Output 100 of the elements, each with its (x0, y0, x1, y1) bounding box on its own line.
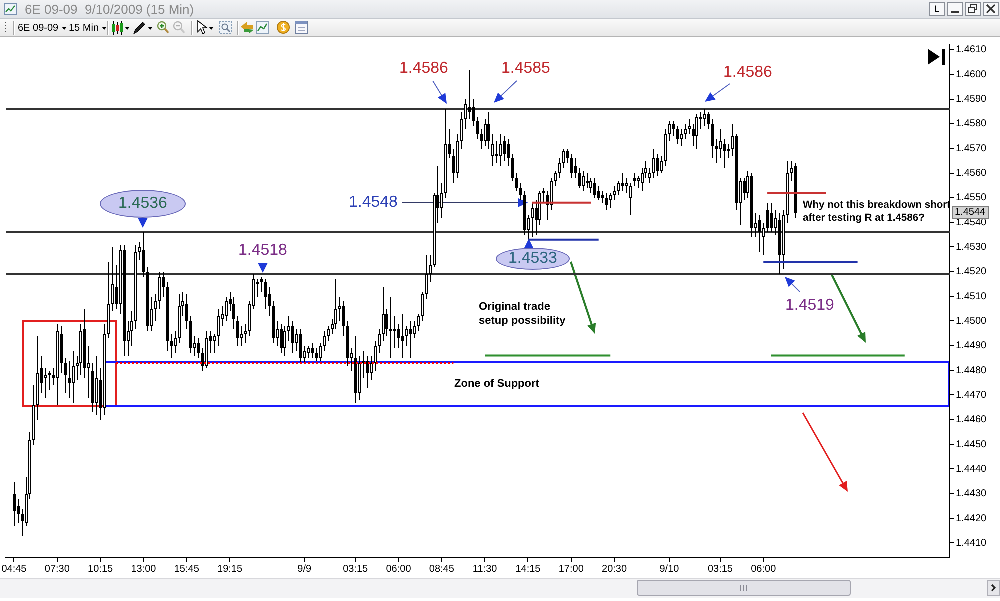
candlestick (511, 154, 514, 182)
candlestick (225, 296, 228, 322)
candlestick (762, 222, 765, 256)
candlestick (205, 330, 208, 368)
candlestick (107, 262, 110, 338)
candlestick (782, 210, 785, 270)
candlestick (593, 178, 596, 198)
candlestick (680, 128, 683, 146)
x-tick-label: 06:00 (386, 564, 412, 575)
annotation: 1.4519 (786, 297, 834, 315)
y-tick-label: 1.4590 (956, 94, 988, 106)
candlestick (660, 156, 663, 174)
candlestick (178, 294, 181, 344)
candlestick (134, 244, 137, 330)
candlestick (633, 172, 636, 186)
candlestick (711, 118, 714, 158)
candlestick (366, 356, 369, 388)
candlestick (554, 170, 557, 186)
y-tick-label: 1.4440 (956, 464, 988, 475)
candlestick (421, 292, 424, 322)
candlestick (703, 108, 706, 126)
x-tick-label: 03:15 (708, 564, 734, 575)
candlestick (158, 272, 161, 310)
annotation: 1.4518 (238, 242, 288, 260)
y-tick-label: 1.4530 (956, 242, 988, 253)
candlestick (472, 98, 475, 126)
candlestick (770, 202, 773, 232)
annotation: 1.4586 (724, 64, 772, 82)
x-tick-label: 03:15 (343, 564, 369, 575)
candlestick (319, 342, 322, 362)
x-tick-label: 04:45 (2, 564, 28, 575)
x-tick-label: 06:00 (751, 564, 777, 575)
candlestick (315, 348, 318, 362)
x-tick-label: 15:45 (174, 564, 200, 575)
candlestick (499, 134, 502, 166)
candlestick (299, 328, 302, 364)
annotation: 1.4544 (952, 206, 989, 220)
candlestick (766, 202, 769, 232)
candlestick (142, 232, 145, 278)
candlestick (162, 272, 165, 298)
chart-title: 6E 09-09 9/10/2009 (15 Min) (25, 2, 194, 17)
candlestick (413, 320, 416, 338)
candlestick (170, 334, 173, 358)
candlestick (625, 178, 628, 194)
x-tick-label: 08:45 (429, 564, 455, 575)
candlestick (648, 168, 651, 184)
candlestick (688, 118, 691, 134)
candlestick (719, 128, 722, 158)
text: 15 Min (69, 22, 100, 34)
annotation: 1.4548 (349, 194, 398, 212)
candlestick (484, 118, 487, 146)
annotation: 1.4533 (508, 250, 558, 268)
x-tick-label: 14:15 (516, 564, 542, 575)
y-tick-label: 1.4600 (956, 69, 988, 80)
y-tick-label: 1.4560 (956, 168, 988, 179)
candlestick (95, 356, 98, 416)
candlestick (280, 324, 283, 354)
candlestick (574, 158, 577, 178)
candlestick (487, 112, 490, 150)
candlestick (185, 294, 188, 330)
candlestick (429, 254, 432, 282)
candlestick (389, 296, 392, 358)
candlestick (684, 124, 687, 140)
candlestick (617, 180, 620, 196)
candlestick (213, 334, 216, 354)
candlestick (676, 126, 679, 144)
text: 6E 09-09 (18, 22, 59, 34)
candlestick (695, 114, 698, 150)
candlestick (652, 148, 655, 178)
x-tick-label: 9/10 (660, 564, 680, 575)
x-tick-label: 13:00 (131, 564, 157, 575)
candlestick (401, 314, 404, 358)
candlestick (542, 188, 545, 204)
annotation: 1.4586 (400, 60, 448, 78)
y-tick-label: 1.4470 (956, 390, 988, 401)
y-tick-label: 1.4510 (956, 291, 988, 302)
candlestick (566, 148, 569, 164)
candlestick (382, 286, 385, 342)
candlestick (425, 254, 428, 300)
candlestick (570, 154, 573, 178)
candlestick (476, 116, 479, 140)
candlestick (174, 330, 177, 354)
candlestick (393, 316, 396, 348)
candlestick (374, 340, 377, 372)
y-tick-label: 1.4570 (956, 143, 988, 154)
candlestick (586, 172, 589, 188)
candlestick (48, 370, 51, 390)
candlestick (609, 192, 612, 208)
candlestick (460, 112, 463, 150)
candlestick (417, 314, 420, 332)
x-tick-label: 20:30 (602, 564, 628, 575)
candlestick (264, 278, 267, 310)
y-tick-label: 1.4460 (956, 414, 988, 426)
x-tick-label: 07:30 (44, 564, 70, 575)
candlestick (597, 186, 600, 200)
candlestick (707, 112, 710, 130)
candlestick (558, 158, 561, 178)
candlestick (362, 350, 365, 378)
candlestick (519, 182, 522, 200)
candlestick (370, 356, 373, 380)
